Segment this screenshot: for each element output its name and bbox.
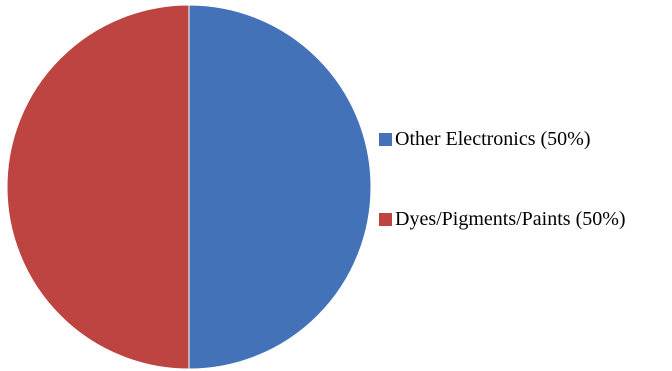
legend-swatch (379, 132, 392, 146)
legend-label: Dyes/Pigments/Paints (50%) (395, 207, 626, 230)
pie-chart (6, 4, 372, 370)
pie-slices (6, 4, 372, 370)
legend-item-dyes-pigments-paints: Dyes/Pigments/Paints (50%) (379, 205, 672, 233)
pie-slice-0 (188, 4, 372, 370)
pie-slice-1 (6, 4, 190, 370)
legend-item-other-electronics: Other Electronics (50%) (379, 125, 672, 153)
legend: Other Electronics (50%) Dyes/Pigments/Pa… (379, 125, 672, 285)
legend-swatch (379, 212, 392, 226)
legend-label: Other Electronics (50%) (395, 127, 591, 150)
